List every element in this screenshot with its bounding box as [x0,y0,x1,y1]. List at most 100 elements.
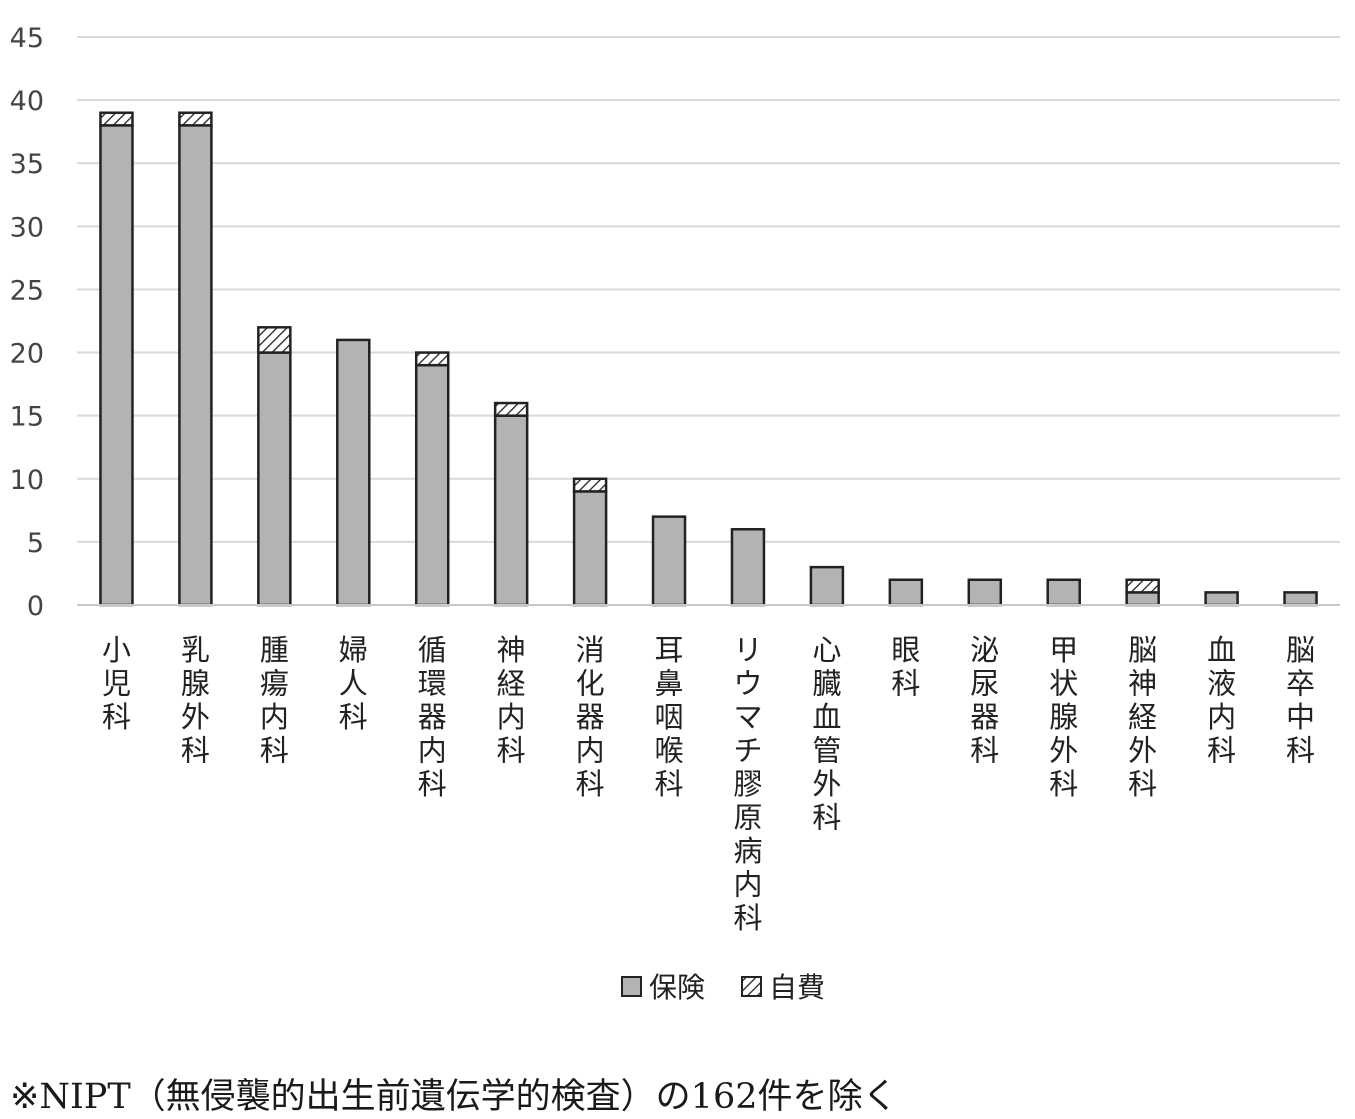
x-category-label: 科 [260,734,289,768]
x-category-label: 科 [102,700,131,734]
x-category-label: 咽 [655,700,684,734]
x-category-label: 病 [733,834,762,868]
x-category-label: 科 [655,767,684,801]
x-category-label: 脳 [1286,633,1315,667]
y-tick-label: 25 [10,275,44,306]
y-tick-label: 0 [27,591,44,622]
x-category-label: 器 [970,700,999,734]
x-category-label: 科 [1128,767,1157,801]
y-tick-label: 45 [10,23,44,54]
y-tick-label: 10 [10,465,44,496]
x-category-label: 腫 [260,633,289,667]
x-category-label: 消 [576,633,605,667]
bar-segment-hoken [651,515,687,607]
x-category-label: 経 [497,667,526,701]
x-category-label: チ [733,734,762,768]
x-category-label: 瘍 [260,667,289,701]
bar-segment-hoken [730,528,766,607]
y-tick-label: 30 [10,212,44,243]
x-category-label: 原 [733,801,762,835]
bar-segment-hoken [888,578,924,607]
x-category-label: 外 [1049,734,1078,768]
x-category-label: 卒 [1286,667,1315,701]
x-category-label: 脳 [1128,633,1157,667]
footnote: ※NIPT（無侵襲的出生前遺伝学的検査）の162件を除く [10,1077,898,1117]
bar-segment-hoken [1283,591,1318,607]
x-category-label: 内 [1207,700,1236,734]
x-category-label: 腺 [1049,700,1078,734]
bar-segment-hoken [257,351,292,607]
x-category-label: 尿 [970,667,999,701]
bar-segment-hoken [1125,591,1160,607]
x-category-label: 外 [181,700,210,734]
x-category-label: 科 [812,801,841,835]
bar-segment-hoken [809,565,845,607]
x-category-label: リ [733,633,762,667]
x-category-label: 中 [1286,700,1315,734]
x-category-label: 小 [102,633,131,667]
x-category-label: 科 [181,734,210,768]
x-category-label: 化 [576,667,605,701]
x-category-label: 科 [891,667,920,701]
legend-swatch [621,976,642,997]
x-category-label: 科 [497,734,526,768]
bar-segment-hoken [99,124,134,607]
x-category-label: 外 [812,767,841,801]
x-category-label: 器 [418,700,447,734]
x-category-label: 心 [812,633,841,667]
x-category-label: 内 [418,734,447,768]
x-category-label: 婦 [339,633,368,667]
y-tick-label: 35 [10,149,44,180]
bar-segment-hoken [493,414,529,607]
x-category-label: 科 [418,767,447,801]
x-category-label: 科 [1049,767,1078,801]
x-category-label: 膠 [733,767,762,801]
x-axis-category-labels: 小児科乳腺外科腫瘍内科婦人科循環器内科神経内科消化器内科耳鼻咽喉科リウマチ膠原病… [102,633,1315,935]
x-category-label: 血 [1207,633,1236,667]
x-category-label: 経 [1128,700,1157,734]
x-category-label: 外 [1128,734,1157,768]
x-category-label: 環 [418,667,447,701]
x-category-label: 甲 [1049,633,1078,667]
x-category-label: 内 [260,700,289,734]
x-category-label: 泌 [970,633,999,667]
y-tick-label: 5 [27,528,44,559]
x-category-label: 神 [497,633,526,667]
bar-segment-jihi [257,326,292,354]
bar-segment-hoken [572,490,608,607]
x-category-label: 臓 [812,667,841,701]
y-tick-label: 40 [10,86,44,117]
bars [99,111,1318,607]
x-category-label: 血 [812,700,841,734]
legend: 保険 自費 [621,971,825,1004]
x-category-label: 耳 [655,633,684,667]
bar-segment-jihi [99,111,134,127]
x-category-label: 科 [339,700,368,734]
bar-segment-hoken [1204,591,1239,607]
bar-segment-jihi [178,111,213,127]
legend-swatch [741,976,762,997]
x-category-label: 人 [339,667,368,701]
bar-segment-jihi [414,351,450,367]
bar-segment-hoken [1046,578,1081,607]
x-category-label: 液 [1207,667,1236,701]
x-category-label: 児 [102,667,131,701]
x-category-label: 状 [1049,667,1078,701]
x-category-label: 科 [970,734,999,768]
x-category-label: 科 [1207,734,1236,768]
x-category-label: 乳 [181,633,210,667]
x-category-label: 内 [576,734,605,768]
y-tick-label: 20 [10,339,44,370]
bar-segment-jihi [1125,578,1160,594]
bar-segment-hoken [178,124,213,607]
x-category-label: 内 [733,868,762,902]
bar-segment-jihi [572,477,608,493]
bar-segment-hoken [967,578,1003,607]
bar-segment-jihi [493,401,529,417]
legend-label: 自費 [769,971,825,1004]
y-tick-label: 15 [10,402,44,433]
x-category-label: 科 [1286,734,1315,768]
x-category-label: ウ [733,667,762,701]
x-category-label: マ [733,700,762,734]
